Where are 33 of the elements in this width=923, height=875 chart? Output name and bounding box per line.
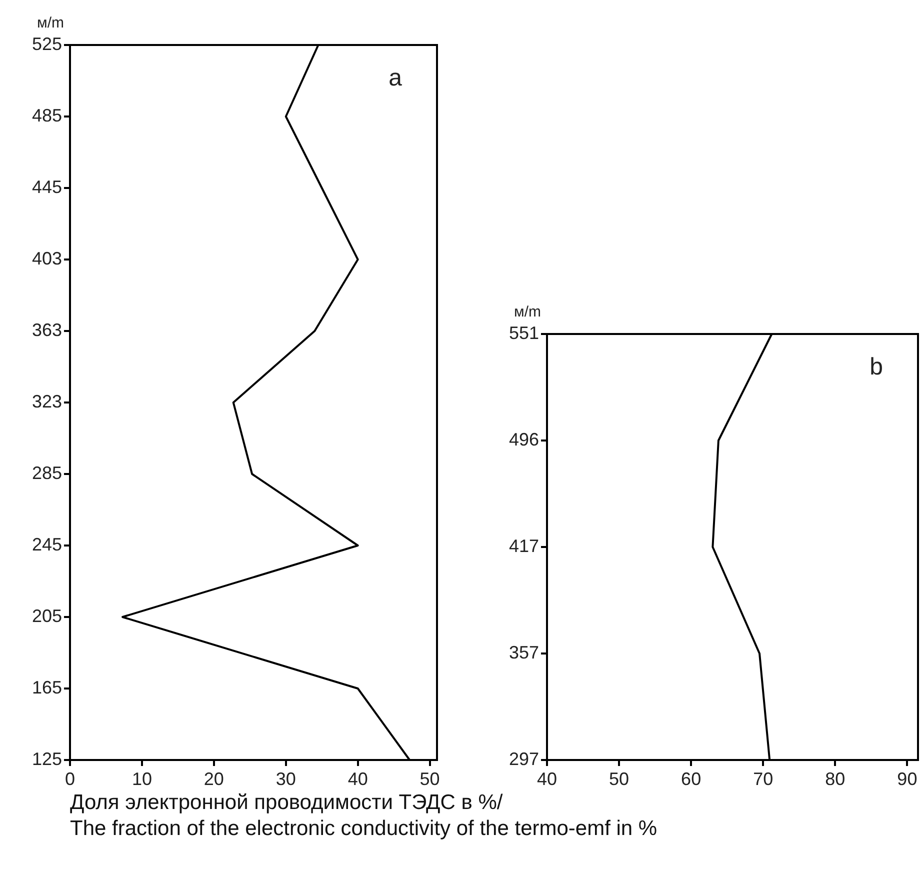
y-tick-label: 445 bbox=[32, 176, 62, 197]
y-tick-label: 165 bbox=[32, 677, 62, 698]
y-tick-label: 205 bbox=[32, 606, 62, 626]
x-tick-label: 20 bbox=[204, 768, 224, 789]
y-tick-label: 125 bbox=[32, 748, 62, 769]
y-tick-label: 297 bbox=[508, 748, 539, 769]
x-tick-label: 80 bbox=[825, 768, 846, 789]
y-tick-label: 357 bbox=[508, 642, 539, 662]
y-tick-label: 551 bbox=[508, 322, 539, 343]
y-axis-title: м/m bbox=[514, 304, 541, 321]
y-tick-label: 417 bbox=[508, 536, 539, 556]
annotation: a bbox=[388, 64, 403, 92]
x-tick-label: 0 bbox=[64, 768, 76, 789]
x-tick-label: 50 bbox=[609, 768, 630, 789]
y-tick-label: 496 bbox=[508, 429, 539, 450]
y-tick-label: 363 bbox=[32, 320, 62, 340]
x-tick-label: 40 bbox=[536, 768, 558, 789]
y-tick-label: 245 bbox=[32, 534, 62, 554]
x-axis-title: Доля электронной проводимости ТЭДС в %/ The fraction of the electronic conductivity of the termo-emf in % bbox=[70, 790, 658, 842]
y-tick-label: 485 bbox=[32, 105, 62, 126]
y-tick-label: 285 bbox=[32, 462, 62, 483]
x-tick-label: 40 bbox=[348, 768, 368, 789]
x-tick-label: 90 bbox=[897, 768, 918, 789]
y-tick-label: 525 bbox=[32, 34, 62, 54]
y-tick-label: 323 bbox=[32, 391, 62, 412]
x-tick-label: 10 bbox=[132, 768, 152, 789]
x-tick-label: 60 bbox=[681, 768, 702, 789]
annotation: b bbox=[870, 354, 883, 381]
y-tick-label: 403 bbox=[32, 248, 62, 268]
x-tick-label: 50 bbox=[420, 768, 440, 789]
y-axis-title: м/m bbox=[37, 14, 64, 32]
x-tick-label: 30 bbox=[276, 768, 296, 789]
x-tick-label: 70 bbox=[753, 768, 774, 789]
